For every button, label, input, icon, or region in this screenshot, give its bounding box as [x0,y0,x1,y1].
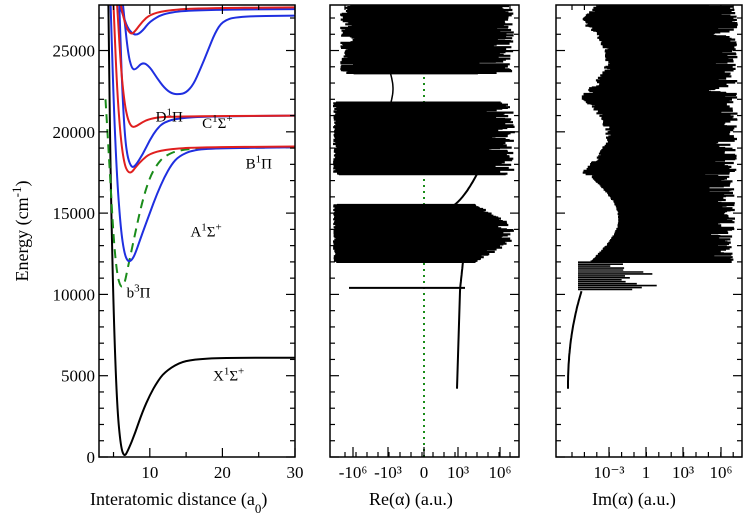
curve-upper-blue-1 [122,5,295,96]
re-band-3 [340,5,514,75]
y-tick-label: 5000 [61,367,95,386]
curve-x1sigma- [107,5,295,457]
state-label-b: b3Π [127,283,151,302]
curve-a1sigma- [109,5,295,263]
curve-b1pi [112,5,295,174]
re-rising-curve [446,173,478,210]
im-band-1 [590,174,735,263]
im-x-tick-label: 1 [642,463,651,482]
re-gap-curve [389,71,394,106]
x-tick-label: 20 [214,463,231,482]
re-band-1 [333,203,514,263]
x-tick-label: 10 [141,463,158,482]
panel-1-y-ticks: 0 5000 10000 15000 20000 25000 [53,17,295,467]
y-axis-title: Energy (cm-1) [9,181,34,282]
state-label-b: B1Π [246,153,273,172]
real-polarizability-panel: -10⁶ -10³ 0 10³ 10⁶ Re(α) (a.u.) [329,4,520,510]
y-tick-label: 10000 [53,285,96,304]
real-polarizability-curve [333,5,515,457]
re-x-tick-label: 10⁶ [489,463,512,482]
panel-1-x-axis-title: Interatomic distance (a0) [90,489,267,516]
re-x-tick-label: 0 [420,463,429,482]
curve-b3pi [104,99,295,288]
panel-3-x-axis-title: Im(α) (a.u.) [592,489,676,510]
state-labels: D1Π C1Σ+ B1Π A1Σ+ b3Π X1Σ+ [127,106,273,384]
im-onset-curve [567,290,583,389]
panel-1-x-ticks: 10 20 30 [112,5,304,482]
y-tick-label: 15000 [53,204,96,223]
state-label-d: D1Π [156,106,183,125]
curve-upper-red [119,5,295,35]
panel-2-x-axis-title: Re(α) (a.u.) [369,489,453,510]
im-x-tick-label: 10⁻³ [593,463,624,482]
state-label-c: C1Σ+ [202,113,232,132]
y-tick-label: 25000 [53,42,96,61]
im-x-tick-label: 10⁶ [710,463,733,482]
re-static-curve [456,261,464,389]
panel-3-frame [555,4,743,458]
x-tick-label: 30 [287,463,304,482]
panel-1-frame [98,4,296,458]
potential-curves-panel: D1Π C1Σ+ B1Π A1Σ+ b3Π X1Σ+ 10 20 30 0 5000 10000 1… [9,4,304,516]
re-x-tick-label: -10⁶ [339,463,368,482]
state-label-a: A1Σ+ [190,222,221,241]
potential-curves [104,5,295,457]
re-band-2 [333,101,515,176]
y-tick-label: 0 [87,448,96,467]
re-x-tick-label: 10³ [447,463,469,482]
curve-d1pi [116,5,295,128]
im-x-tick-label: 10³ [672,463,694,482]
im-band-2 [581,5,738,176]
re-x-tick-label: -10³ [374,463,402,482]
y-tick-label: 20000 [53,123,96,142]
panel-2-ticks: -10⁶ -10³ 0 10³ 10⁶ [330,5,519,482]
imaginary-polarizability-panel: 10⁻³ 1 10³ 10⁶ Im(α) (a.u.) [555,4,743,510]
state-label-x: X1Σ+ [213,366,244,385]
imaginary-polarizability-curve [567,5,738,389]
panel-3-ticks: 10⁻³ 1 10³ 10⁶ [556,5,742,482]
curve-c1sigma- [118,5,295,168]
